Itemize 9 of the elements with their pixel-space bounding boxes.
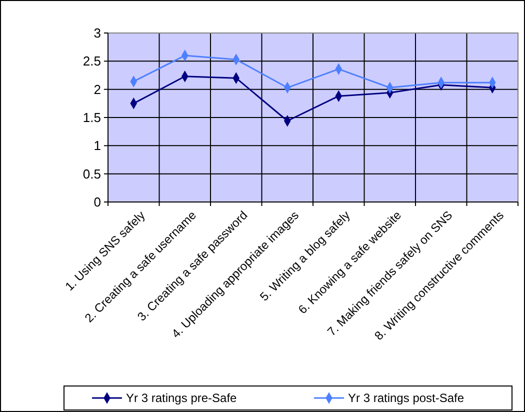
y-tick-label: 0 [94, 194, 101, 210]
y-tick-label: 0.5 [82, 166, 101, 182]
legend-label: Yr 3 ratings pre-Safe [126, 391, 238, 406]
y-tick-label: 2.5 [82, 54, 101, 69]
y-tick-label: 1 [94, 138, 101, 154]
y-tick-label: 1.5 [82, 110, 101, 126]
y-tick-label: 3 [94, 26, 101, 41]
y-tick-label: 2 [94, 82, 101, 97]
legend-label: Yr 3 ratings post-Safe [348, 391, 464, 406]
